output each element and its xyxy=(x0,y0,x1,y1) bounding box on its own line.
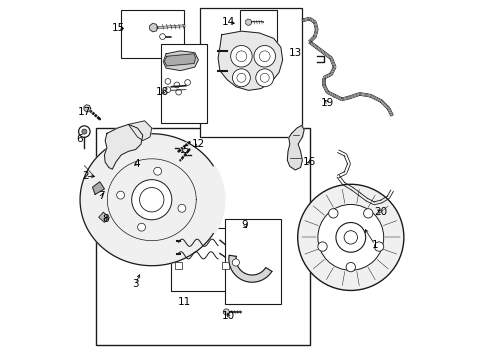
Text: 17: 17 xyxy=(78,107,91,117)
Circle shape xyxy=(231,45,252,67)
Polygon shape xyxy=(245,19,252,25)
Text: 13: 13 xyxy=(289,48,302,58)
Circle shape xyxy=(165,78,171,84)
Polygon shape xyxy=(128,121,152,140)
Bar xyxy=(225,220,281,304)
Bar xyxy=(96,128,310,345)
Text: 10: 10 xyxy=(222,311,235,321)
Bar xyxy=(200,8,302,137)
Circle shape xyxy=(344,231,358,244)
Circle shape xyxy=(237,73,246,82)
Circle shape xyxy=(256,69,274,87)
Text: 15: 15 xyxy=(112,23,125,33)
Text: 6: 6 xyxy=(76,134,83,144)
Circle shape xyxy=(160,34,166,40)
Text: 7: 7 xyxy=(98,191,105,201)
Circle shape xyxy=(254,45,275,67)
Text: 2: 2 xyxy=(82,171,89,181)
Circle shape xyxy=(318,242,327,251)
Polygon shape xyxy=(164,54,196,66)
Polygon shape xyxy=(80,134,223,266)
Polygon shape xyxy=(218,31,283,90)
Circle shape xyxy=(232,259,240,266)
Polygon shape xyxy=(223,309,230,315)
Polygon shape xyxy=(98,212,109,222)
Polygon shape xyxy=(84,105,91,112)
Text: 16: 16 xyxy=(303,157,316,167)
Text: 5: 5 xyxy=(182,144,189,154)
Bar xyxy=(175,262,182,269)
Text: 18: 18 xyxy=(156,87,169,97)
Bar xyxy=(240,10,277,49)
Circle shape xyxy=(82,129,87,134)
Circle shape xyxy=(260,73,269,82)
Circle shape xyxy=(259,51,270,62)
Circle shape xyxy=(298,184,404,291)
Circle shape xyxy=(364,209,373,218)
Polygon shape xyxy=(229,255,272,282)
Bar xyxy=(172,228,234,291)
Text: 12: 12 xyxy=(192,139,205,149)
Circle shape xyxy=(185,80,191,85)
Bar xyxy=(161,44,207,123)
Circle shape xyxy=(174,82,180,88)
Polygon shape xyxy=(163,51,198,71)
Bar xyxy=(122,10,184,58)
Circle shape xyxy=(232,69,250,87)
Circle shape xyxy=(374,242,384,251)
Text: 9: 9 xyxy=(242,220,248,230)
Circle shape xyxy=(176,89,181,95)
Circle shape xyxy=(140,188,164,212)
Text: 8: 8 xyxy=(102,215,108,224)
Text: 19: 19 xyxy=(321,98,334,108)
Bar xyxy=(221,262,229,269)
Circle shape xyxy=(346,262,355,272)
Polygon shape xyxy=(104,125,143,169)
Polygon shape xyxy=(149,23,158,32)
Circle shape xyxy=(138,223,146,231)
Circle shape xyxy=(165,87,171,93)
Circle shape xyxy=(132,180,172,220)
Circle shape xyxy=(236,51,247,62)
Polygon shape xyxy=(93,182,104,194)
Circle shape xyxy=(318,204,384,270)
Polygon shape xyxy=(287,126,304,170)
Circle shape xyxy=(78,126,90,137)
Circle shape xyxy=(336,222,366,252)
Text: 1: 1 xyxy=(371,239,378,249)
Circle shape xyxy=(329,209,338,218)
Text: 14: 14 xyxy=(222,17,236,27)
Circle shape xyxy=(117,191,124,199)
Text: 4: 4 xyxy=(133,159,140,169)
Circle shape xyxy=(154,167,162,175)
Circle shape xyxy=(178,204,186,212)
Text: 3: 3 xyxy=(132,279,139,289)
Text: 20: 20 xyxy=(375,207,388,217)
Text: 11: 11 xyxy=(177,297,191,307)
